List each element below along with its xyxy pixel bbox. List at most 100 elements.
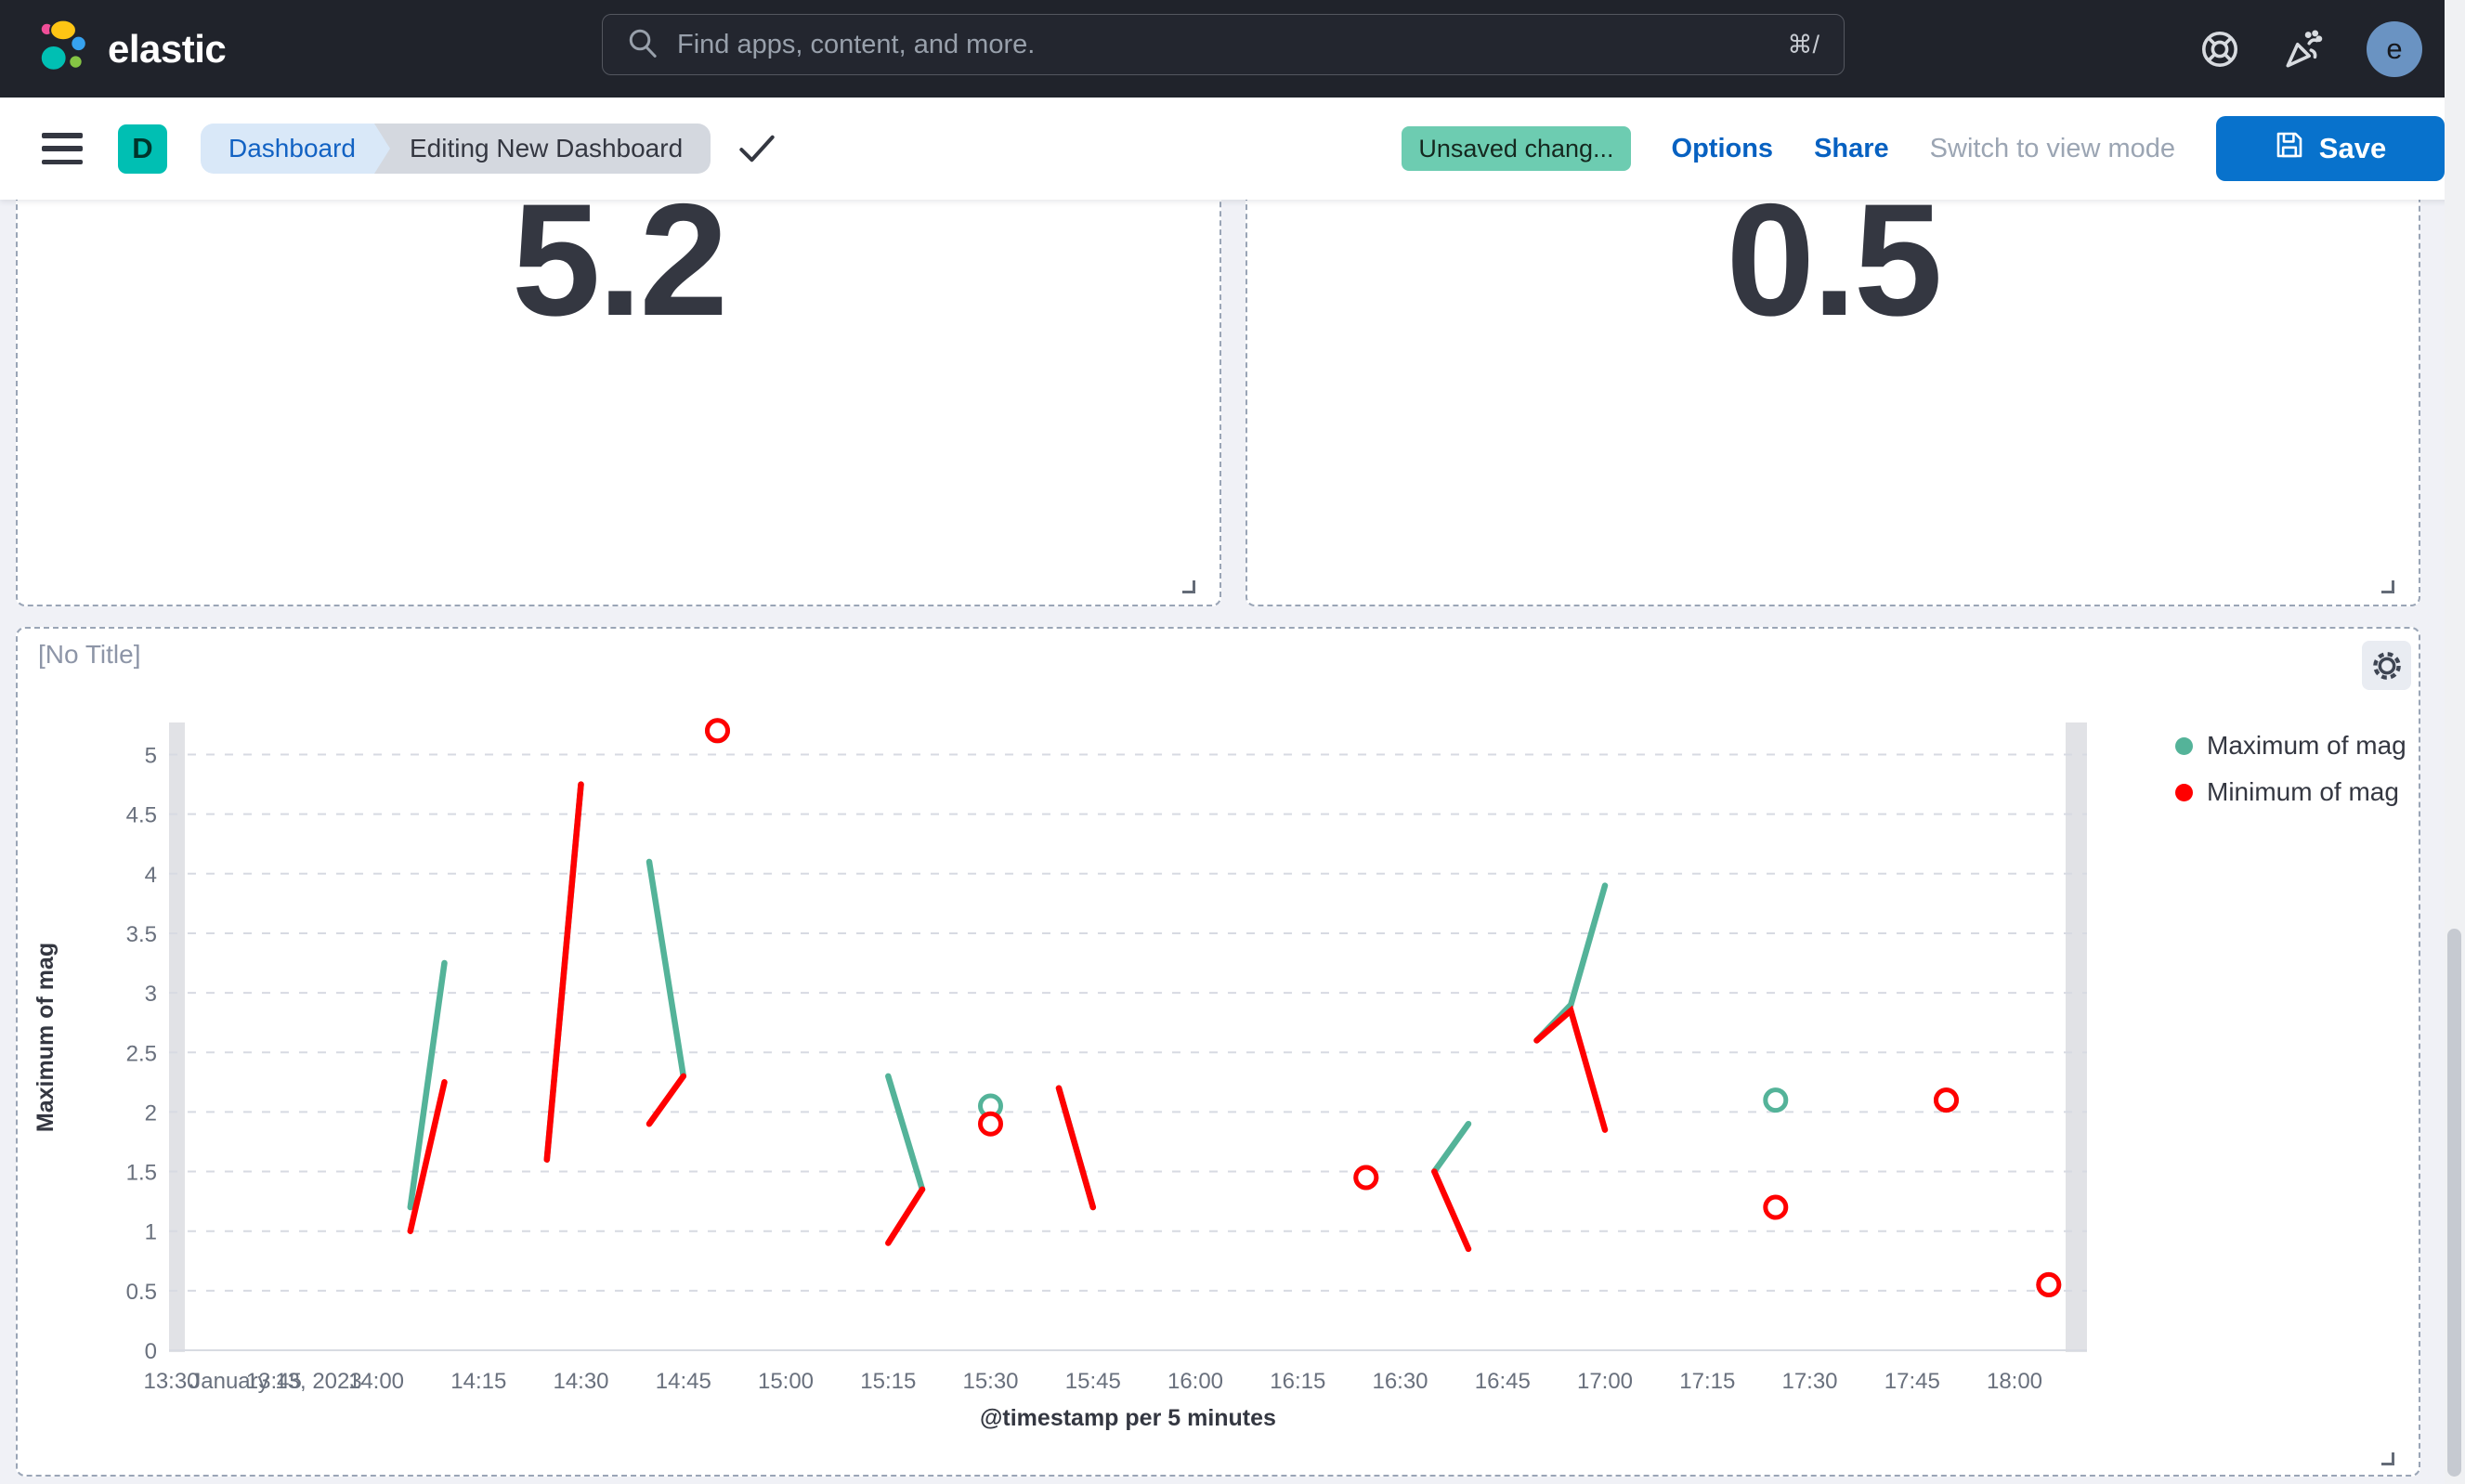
y-tick-label: 0: [145, 1339, 157, 1364]
share-button[interactable]: Share: [1814, 133, 1889, 163]
y-axis-title: Maximum of mag: [33, 943, 59, 1132]
x-tick-label: 14:15: [450, 1369, 506, 1394]
series-line-segment: [407, 959, 448, 1211]
series-minimum-of-mag: [407, 718, 2062, 1297]
scrollbar-thumb[interactable]: [2447, 929, 2461, 1477]
x-tick-label: 16:45: [1475, 1369, 1531, 1394]
news-party-popper-icon[interactable]: [2281, 26, 2328, 72]
legend-dot-icon: [2175, 736, 2193, 755]
x-tick-label: 16:15: [1270, 1369, 1325, 1394]
series-line-segment: [1431, 1120, 1472, 1175]
x-tick-label: 17:45: [1885, 1369, 1940, 1394]
save-button-label: Save: [2318, 132, 2387, 164]
legend-label: Minimum of mag: [2207, 777, 2399, 806]
metric-value-max: 5.2: [511, 171, 728, 349]
chart-panel[interactable]: [No Title] 0 0.5 1 1.5 2 2.5 3 3.5 4 4.5 5 13:30 13:…: [16, 627, 2420, 1477]
dashboard-app-badge[interactable]: D: [118, 124, 167, 174]
metric-panel-max-mag[interactable]: 5.2: [16, 139, 1221, 606]
y-tick-label: 3: [145, 982, 157, 1007]
mag-timeseries-chart[interactable]: 0 0.5 1 1.5 2 2.5 3 3.5 4 4.5 5 13:30 13:45 14:00 14:1…: [18, 629, 2422, 1478]
search-placeholder: Find apps, content, and more.: [677, 29, 1036, 59]
series-point-marker: [2036, 1271, 2062, 1297]
chart-endzone: [2066, 722, 2087, 1352]
series-maximum-of-mag: [407, 718, 2062, 1297]
legend-label: Maximum of mag: [2207, 731, 2406, 760]
x-axis-title: @timestamp per 5 minutes: [980, 1405, 1276, 1431]
series-line-segment: [543, 781, 584, 1163]
save-button[interactable]: Save: [2216, 116, 2445, 181]
y-tick-label: 5: [145, 744, 157, 769]
x-tick-label: 15:30: [962, 1369, 1018, 1394]
x-tick-label: 17:30: [1781, 1369, 1837, 1394]
panel-settings-gear-icon[interactable]: [2362, 641, 2411, 690]
x-tick-label: 18:00: [1987, 1369, 2042, 1394]
nav-icon-group: e: [2198, 0, 2422, 98]
breadcrumb-current-page[interactable]: Editing New Dashboard: [373, 124, 711, 174]
y-tick-label: 2.5: [126, 1041, 157, 1066]
y-tick-label: 4: [145, 863, 157, 888]
y-tick-label: 3.5: [126, 922, 157, 947]
dashboard-toolbar: D Dashboard Editing New Dashboard Unsave…: [0, 98, 2465, 200]
x-tick-label: 14:30: [553, 1369, 608, 1394]
brand-wordmark: elastic: [108, 26, 227, 71]
metric-value-min: 0.5: [1726, 171, 1942, 349]
y-tick-label: 1.5: [126, 1161, 157, 1186]
series-point-marker: [1763, 1194, 1789, 1220]
series-point-marker: [705, 718, 730, 744]
avatar-initial: e: [2386, 32, 2403, 65]
y-tick-label: 4.5: [126, 803, 157, 828]
save-floppy-icon: [2275, 130, 2304, 167]
metric-panel-min-mag[interactable]: 0.5: [1246, 139, 2420, 606]
x-tick-label: 17:00: [1577, 1369, 1633, 1394]
x-tick-label: 17:15: [1679, 1369, 1735, 1394]
y-tick-label: 2: [145, 1100, 157, 1126]
series-line-segment: [885, 1073, 926, 1193]
switch-to-view-mode-button[interactable]: Switch to view mode: [1929, 133, 2175, 163]
breadcrumb-dashboard[interactable]: Dashboard: [201, 124, 390, 174]
x-tick-label: 14:45: [656, 1369, 711, 1394]
legend-item[interactable]: Maximum of mag: [2175, 728, 2406, 763]
series-point-marker: [1763, 1087, 1789, 1113]
series-line-segment: [1431, 1168, 1472, 1253]
checkmark-icon[interactable]: [738, 134, 776, 163]
top-nav: elastic Find apps, content, and more. ⌘/: [0, 0, 2465, 98]
legend-item[interactable]: Minimum of mag: [2175, 775, 2406, 810]
x-tick-label: 13:45: [246, 1369, 302, 1394]
unsaved-changes-badge[interactable]: Unsaved chang...: [1402, 126, 1631, 171]
series-line-segment: [885, 1186, 926, 1246]
series-line-segment: [646, 1073, 687, 1127]
help-icon[interactable]: [2198, 27, 2242, 72]
y-tick-label: 0.5: [126, 1280, 157, 1305]
series-line-segment: [1055, 1085, 1097, 1211]
elastic-logo-icon: [33, 18, 91, 80]
chart-legend: Maximum of mag Minimum of mag: [2175, 728, 2406, 810]
search-shortcut-hint: ⌘/: [1787, 30, 1819, 59]
x-tick-label: 16:00: [1167, 1369, 1223, 1394]
series-line-segment: [1533, 1005, 1609, 1133]
toolbar-actions: Unsaved chang... Options Share Switch to…: [1402, 98, 2445, 200]
app-badge-initial: D: [132, 132, 153, 164]
panel-resize-handle[interactable]: [2381, 580, 2394, 593]
breadcrumb: Dashboard Editing New Dashboard: [201, 124, 711, 174]
x-tick-label: 15:15: [860, 1369, 916, 1394]
x-tick-label: 13:30: [143, 1369, 199, 1394]
user-avatar[interactable]: e: [2367, 20, 2422, 77]
global-search-bar[interactable]: Find apps, content, and more. ⌘/: [602, 14, 1845, 75]
vertical-scrollbar: [2445, 0, 2465, 1484]
options-button[interactable]: Options: [1671, 133, 1774, 163]
x-axis-date-label: January 13, 2023: [189, 1369, 361, 1394]
series-line-segment: [407, 1079, 448, 1234]
series-point-marker: [978, 1111, 1003, 1137]
series-point-marker: [1353, 1165, 1379, 1191]
series-line-segment: [646, 858, 687, 1080]
x-tick-label: 16:30: [1372, 1369, 1428, 1394]
panel-resize-handle[interactable]: [1182, 580, 1195, 593]
menu-hamburger-icon[interactable]: [42, 133, 83, 164]
panel-resize-handle[interactable]: [2381, 1452, 2394, 1465]
x-tick-label: 15:00: [758, 1369, 814, 1394]
y-tick-label: 1: [145, 1220, 157, 1245]
chart-panel-title: [No Title]: [38, 640, 141, 669]
elastic-logo[interactable]: elastic: [0, 18, 227, 80]
